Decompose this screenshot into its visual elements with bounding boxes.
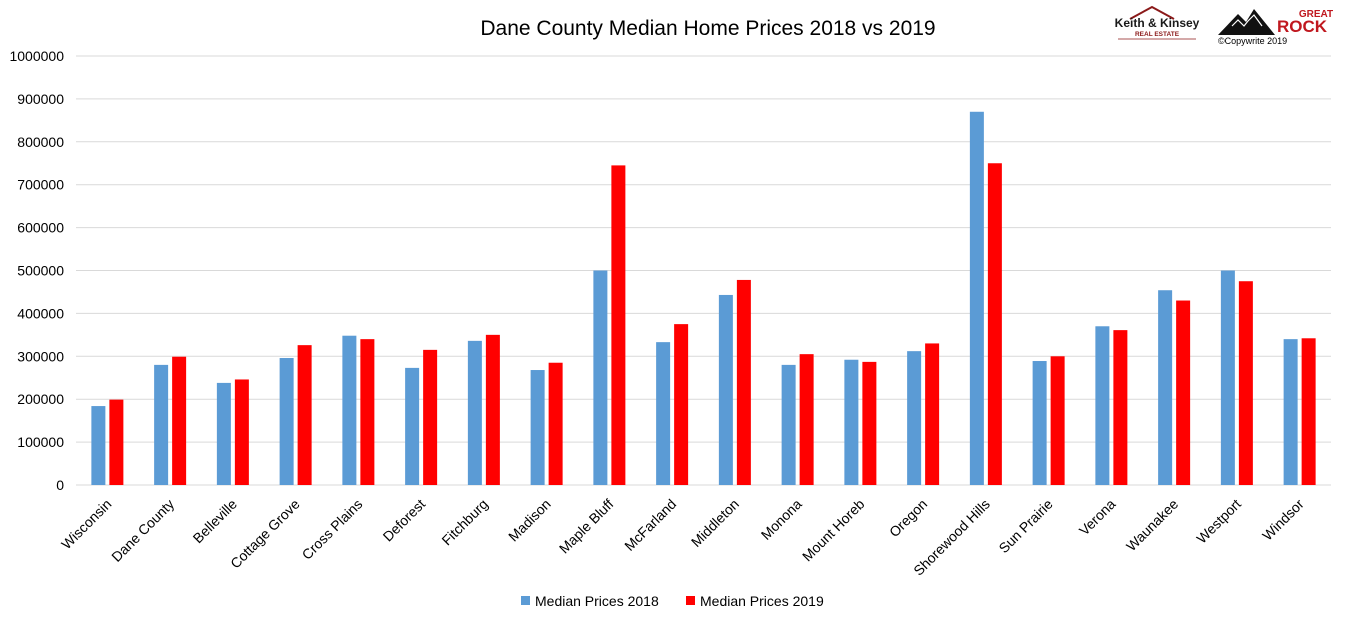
bar-2019 [799,354,814,485]
bar-2018 [1283,339,1298,485]
chart-title: Dane County Median Home Prices 2018 vs 2… [480,17,935,40]
y-tick-label: 700000 [17,177,64,193]
x-tick-label: Sun Prairie [995,496,1055,556]
gridlines [76,55,1331,486]
bar-2019 [674,324,689,485]
x-tick-label: Oregon [886,496,930,540]
y-tick-label: 900000 [17,91,64,107]
bar-2019 [611,165,626,485]
keith-kinsey-logo: Keith & Kinsey REAL ESTATE [1115,5,1200,40]
x-tick-label: Mount Horeb [799,496,868,565]
x-tick-label: Dane County [108,496,177,565]
bar-2019 [485,334,500,485]
legend-swatch [686,596,695,605]
x-tick-label: Waunakee [1123,496,1181,554]
bar-2018 [1095,326,1110,485]
x-tick-label: Cross Plains [299,496,366,563]
y-tick-label: 1000000 [9,48,64,64]
y-tick-label: 400000 [17,305,64,321]
bar-2018 [1158,290,1173,485]
x-tick-label: Windsor [1259,496,1307,544]
bar-2018 [1220,270,1235,485]
bar-2019 [1113,330,1128,485]
bar-2018 [342,335,357,485]
legend-label: Median Prices 2019 [700,593,824,609]
x-tick-label: Deforest [380,496,429,545]
y-tick-label: 300000 [17,348,64,364]
y-tick-label: 600000 [17,220,64,236]
x-tick-label: McFarland [621,496,679,554]
bar-2019 [360,339,375,485]
logo-keith-kinsey: Keith & Kinsey [1115,16,1200,30]
bar-2018 [844,359,859,485]
x-tick-label: Middleton [688,496,742,550]
y-tick-label: 0 [56,477,64,493]
bar-2019 [1050,356,1065,485]
bar-2018 [781,364,796,485]
bar-2019 [297,345,312,485]
x-tick-label: Maple Bluff [556,496,617,557]
great-rock-logo: GREAT ROCK ©Copywrite 2019 [1218,9,1333,46]
bar-2019 [172,356,187,485]
bar-2018 [216,382,231,485]
y-tick-label: 200000 [17,391,64,407]
bar-2018 [1032,361,1047,485]
bar-2019 [736,279,751,485]
legend-label: Median Prices 2018 [535,593,659,609]
bar-2019 [1238,281,1253,485]
bar-2019 [109,399,124,485]
bar-2019 [234,379,249,485]
bar-2019 [925,343,940,485]
bars [91,111,1316,486]
bar-2018 [907,351,922,485]
y-tick-label: 100000 [17,434,64,450]
x-tick-label: Madison [505,496,554,545]
bar-2019 [862,361,877,485]
x-tick-label: Fitchburg [438,496,491,549]
bar-2018 [530,370,545,485]
bar-2018 [405,367,420,485]
x-tick-label: Monona [758,496,805,543]
y-tick-label: 500000 [17,263,64,279]
bar-2018 [154,364,169,485]
logo-real-estate: REAL ESTATE [1135,31,1180,38]
copyright-text: ©Copywrite 2019 [1218,36,1287,46]
y-tick-label: 800000 [17,134,64,150]
bar-2018 [279,358,294,485]
bar-2018 [969,111,984,486]
x-tick-label: Belleville [190,496,241,547]
x-tick-label: Westport [1193,496,1244,547]
bar-2018 [467,340,482,485]
bar-2018 [718,294,733,485]
logo-great: GREAT [1299,9,1333,20]
bar-2019 [1301,338,1316,485]
legend-swatch [521,596,530,605]
bar-2019 [548,362,563,485]
logo-rock: ROCK [1277,17,1328,36]
bar-2019 [1176,300,1191,485]
y-axis: 0 100000 200000 300000 400000 500000 600000 700… [9,48,64,493]
bar-2018 [593,270,608,485]
house-roof-icon [1129,5,1175,20]
x-tick-label: Wisconsin [58,496,114,552]
bar-2019 [987,163,1002,485]
mountain-snow-icon [1231,14,1263,27]
bar-2018 [91,406,106,485]
bar-2018 [656,342,671,485]
bar-2019 [423,349,438,485]
legend: Median Prices 2018 Median Prices 2019 [521,593,824,609]
x-tick-label: Verona [1076,496,1119,539]
